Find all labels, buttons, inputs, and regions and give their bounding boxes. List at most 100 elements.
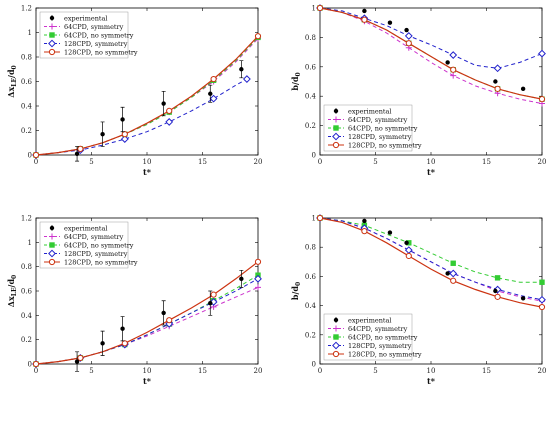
legend-marker-128nosym [48,258,56,266]
legend-label-128nosym: 128CPD, no symmetry [348,141,422,149]
legend-label-experimental: experimental [64,14,107,22]
x-tick-label: 10 [143,367,152,375]
x-tick-label: 10 [427,367,436,375]
experimental-point [100,131,105,137]
x-tick-label: 20 [254,158,263,166]
series-point-128sym [538,295,546,304]
y-tick-label: 1.2 [21,215,32,223]
experimental-point [387,20,393,25]
x-axis-label: t* [143,376,152,386]
series-point-128nosym [254,33,262,40]
series-point-128sym [242,75,251,83]
series-line-128nosym [319,7,543,100]
x-axis-label: t* [427,376,436,386]
y-tick-label: 0.4 [21,312,33,320]
experimental-point [161,310,166,316]
y-tick-label: 0.2 [305,331,316,339]
y-axis-label: ΔxLE/d0 [6,275,18,307]
series-point-128sym [404,32,413,40]
y-axis-label: ΔxLE/d0 [6,65,18,97]
series-point-64sym [255,284,261,291]
legend-marker-64sym [49,23,55,30]
legend-marker-64nosym [49,32,55,38]
y-tick-label: 0.2 [21,336,32,344]
experimental-point [120,326,125,331]
legend-marker-128sym [332,341,340,350]
y-tick-label: 0 [28,361,32,369]
legend-label-64nosym: 64CPD, no symmetry [64,241,134,249]
series-point-128sym [120,135,129,143]
legend-label-64sym: 64CPD, symmetry [64,233,124,241]
legend-marker-experimental [49,225,55,231]
experimental-point [362,218,367,224]
experimental-point [74,151,80,156]
series-point-128nosym [405,40,412,47]
legend-marker-experimental [333,108,339,114]
y-tick-label: 0.2 [21,127,32,135]
series-point-128sym [449,269,458,278]
x-tick-label: 20 [254,367,263,375]
y-tick-label: 0.8 [21,263,32,271]
x-tick-label: 0 [34,367,38,375]
series-point-128nosym [77,354,84,362]
legend-marker-128sym [48,39,56,48]
series-point-128nosym [254,258,262,265]
legend-marker-128nosym [332,350,340,358]
series-point-128nosym [316,214,324,222]
series-point-64sym [450,72,457,79]
series-point-128sym [209,94,218,103]
series-point-128nosym [32,360,40,368]
series-point-128nosym [405,252,412,260]
x-tick-label: 0 [34,158,38,166]
legend-label-64sym: 64CPD, symmetry [348,325,408,333]
series-point-128sym [449,51,458,59]
experimental-point [493,288,498,294]
y-tick-label: 0.8 [305,34,316,42]
y-tick-label: 0.4 [305,302,317,310]
legend-label-128sym: 128CPD, symmetry [64,250,128,258]
series-point-128nosym [538,303,546,311]
series-line-64nosym [319,217,542,283]
legend-label-64nosym: 64CPD, no symmetry [348,333,418,341]
legend-marker-128nosym [332,141,340,149]
x-tick-label: 0 [318,158,322,166]
x-tick-label: 5 [89,158,93,166]
experimental-point [445,60,450,65]
x-tick-label: 10 [427,158,436,166]
x-tick-label: 5 [89,367,93,375]
legend-label-128nosym: 128CPD, no symmetry [64,48,138,56]
legend-marker-64sym [333,116,339,123]
series-line-128nosym [319,217,543,308]
y-tick-label: 0.4 [305,93,317,101]
series-point-128nosym [121,340,128,347]
series-point-64nosym [494,275,501,281]
x-tick-label: 15 [198,367,207,375]
x-tick-label: 5 [373,367,377,375]
y-tick-label: 0.6 [305,273,317,281]
series-point-128nosym [210,75,217,83]
series-point-128sym [254,274,262,283]
series-line-128sym [35,78,248,156]
legend-label-128nosym: 128CPD, no symmetry [64,258,138,266]
chart-panel-bottom-left: 0 5 10 15 20 0 0.2 0.4 0.6 0.8 1 1.2 t* ΔxLE/d0 experi… [6,215,262,387]
series-point-128sym [493,64,502,73]
legend-label-64nosym: 64CPD, no symmetry [348,124,418,132]
chart-panel-top-left: 0 5 10 15 20 0 0.2 0.4 0.6 0.8 1 1.2 t* ΔxLE/d0 experi… [6,5,262,178]
chart-panel-bottom-right: 0 5 10 15 20 0 0.2 0.4 0.6 0.8 1 t* b/d0 experimental… [290,214,546,386]
series-point-128nosym [361,16,368,23]
y-tick-label: 0 [312,361,316,369]
y-axis-label: b/d0 [290,282,302,300]
series-point-128nosym [494,85,501,92]
series-line-128nosym [35,261,259,365]
experimental-point [493,79,498,84]
experimental-point [239,276,244,282]
experimental-point [520,86,526,92]
y-tick-label: 1.2 [21,5,32,13]
series-point-128nosym [538,96,546,103]
